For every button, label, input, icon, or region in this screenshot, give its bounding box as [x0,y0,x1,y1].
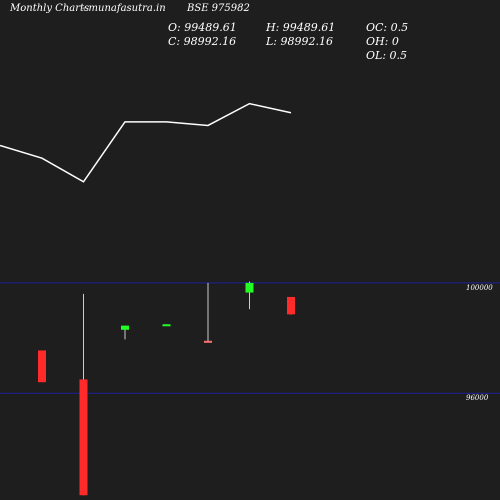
candle-body [162,324,171,327]
high-value: H: 99489.61 [266,21,336,34]
y-tick-label: 100000 [466,284,493,292]
candle-body [38,350,46,383]
close-value: C: 98992.16 [168,35,237,48]
candle-body [287,296,295,315]
open-value: O: 99489.61 [168,21,237,34]
candle-body [245,282,254,293]
trend-line [0,102,292,183]
symbol-label: BSE 975982 [187,3,250,14]
low-value: L: 98992.16 [266,35,333,48]
candle-body [121,325,129,330]
y-tick-label: 96000 [466,394,489,402]
candle-body [204,340,212,343]
site-name: - munafasutra.in [82,3,166,14]
candle-body [79,379,88,496]
ol-value: OL: 0.5 [366,49,408,62]
oc-value: OC: 0.5 [366,21,409,34]
oh-value: OH: 0 [366,35,399,48]
chart-title: Monthly Charts [10,3,90,14]
